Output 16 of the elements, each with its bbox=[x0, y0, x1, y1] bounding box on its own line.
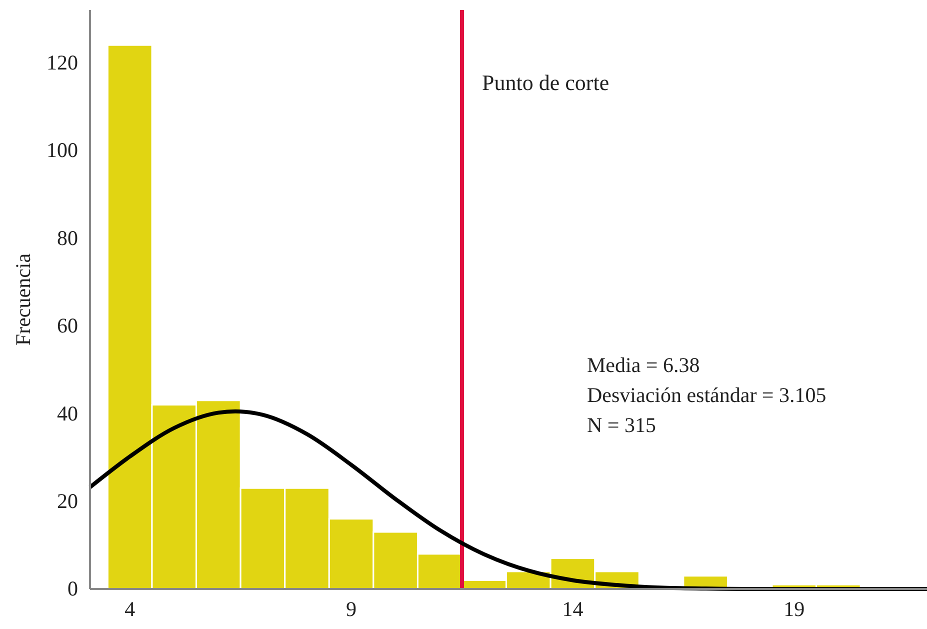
annotation: Media = 6.38 bbox=[587, 353, 700, 377]
y-tick-label: 40 bbox=[57, 401, 78, 426]
y-tick-label: 80 bbox=[57, 226, 78, 250]
y-axis-title: Frecuencia bbox=[11, 252, 35, 346]
x-tick-label: 9 bbox=[346, 596, 357, 621]
y-tick-label: 100 bbox=[46, 138, 78, 162]
x-tick-label: 14 bbox=[562, 596, 584, 621]
x-tick-label: 19 bbox=[784, 596, 805, 621]
annotation: N = 315 bbox=[587, 413, 656, 437]
x-tick-label: 4 bbox=[124, 596, 136, 621]
y-tick-label: 0 bbox=[68, 576, 78, 601]
y-tick-label: 120 bbox=[46, 50, 78, 74]
y-tick-label: 60 bbox=[57, 314, 78, 338]
annotation: Desviación estándar = 3.105 bbox=[587, 383, 826, 407]
ref-line-label: Punto de corte bbox=[482, 70, 610, 95]
y-tick-label: 20 bbox=[57, 488, 78, 513]
